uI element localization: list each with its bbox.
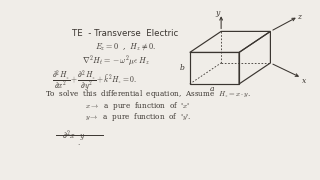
Text: z: z bbox=[298, 13, 301, 21]
Text: $\cdot$: $\cdot$ bbox=[76, 139, 80, 147]
Text: x: x bbox=[302, 77, 306, 85]
Text: TE  - Transverse  Electric: TE - Transverse Electric bbox=[72, 29, 179, 38]
Text: $\dfrac{\partial^2 H_z}{\partial x^2} + \dfrac{\partial^2 H_z}{\partial y^2} + \: $\dfrac{\partial^2 H_z}{\partial x^2} + … bbox=[52, 68, 137, 94]
Text: y: y bbox=[216, 9, 220, 17]
Text: To  solve  this  differential  equation,  Assume  $H_z = x \cdot y$.: To solve this differential equation, Ass… bbox=[45, 88, 251, 100]
Text: b: b bbox=[180, 64, 184, 72]
Text: a: a bbox=[210, 85, 214, 93]
Text: $\nabla^2 H_t = -\omega^2\mu\epsilon\; H_z$: $\nabla^2 H_t = -\omega^2\mu\epsilon\; H… bbox=[82, 53, 150, 68]
Text: $y \rightarrow$  a  pure  function  of  '$y$'.: $y \rightarrow$ a pure function of '$y$'… bbox=[84, 111, 191, 123]
Text: $x \rightarrow$  a  pure  function  of  '$x$': $x \rightarrow$ a pure function of '$x$' bbox=[84, 100, 190, 112]
Text: $E_z = 0$  ,  $H_z \neq 0.$: $E_z = 0$ , $H_z \neq 0.$ bbox=[95, 42, 155, 52]
Text: $\partial^2 x \cdot y$: $\partial^2 x \cdot y$ bbox=[62, 128, 85, 143]
